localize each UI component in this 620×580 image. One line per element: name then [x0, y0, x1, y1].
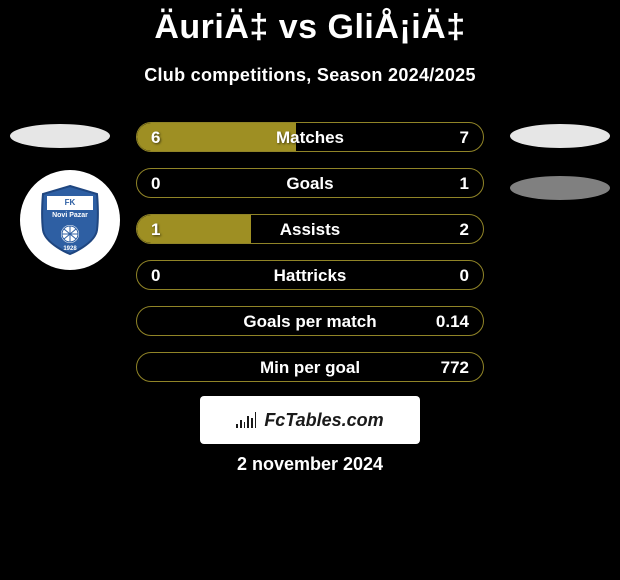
- stat-row: Goals per match0.14: [136, 306, 484, 336]
- stat-value-right: 2: [460, 215, 469, 244]
- stat-label: Assists: [137, 215, 483, 244]
- date-text: 2 november 2024: [0, 454, 620, 475]
- bars-icon: [236, 412, 258, 428]
- stat-label: Min per goal: [137, 353, 483, 382]
- badge-year: 1928: [63, 246, 77, 252]
- stat-row: 1Assists2: [136, 214, 484, 244]
- stat-row: 0Goals1: [136, 168, 484, 198]
- subtitle: Club competitions, Season 2024/2025: [0, 65, 620, 86]
- stat-label: Hattricks: [137, 261, 483, 290]
- footer-label: FcTables.com: [264, 410, 383, 431]
- footer-logo: FcTables.com: [200, 396, 420, 444]
- bar-icon-segment: [251, 418, 253, 428]
- bar-icon-segment: [244, 422, 246, 428]
- stat-value-right: 0: [460, 261, 469, 290]
- badge-text-top: FK: [65, 198, 76, 207]
- ellipse-mid-right: [510, 176, 610, 200]
- team-badge: FK Novi Pazar 1928: [20, 170, 120, 270]
- page-title: ÄuriÄ‡ vs GliÅ¡iÄ‡: [0, 0, 620, 47]
- stat-row: 0Hattricks0: [136, 260, 484, 290]
- stat-label: Goals: [137, 169, 483, 198]
- stat-value-right: 1: [460, 169, 469, 198]
- stat-value-right: 772: [441, 353, 469, 382]
- stat-row: 6Matches7: [136, 122, 484, 152]
- bar-icon-segment: [255, 412, 257, 428]
- stat-value-right: 0.14: [436, 307, 469, 336]
- stat-row: Min per goal772: [136, 352, 484, 382]
- infographic-container: ÄuriÄ‡ vs GliÅ¡iÄ‡ Club competitions, Se…: [0, 0, 620, 580]
- stat-label: Goals per match: [137, 307, 483, 336]
- badge-text-bottom: Novi Pazar: [52, 212, 88, 219]
- shield-icon: FK Novi Pazar 1928: [39, 184, 101, 256]
- bar-icon-segment: [240, 420, 242, 428]
- ellipse-top-right: [510, 124, 610, 148]
- bar-icon-segment: [247, 416, 249, 428]
- stat-label: Matches: [137, 123, 483, 152]
- bar-icon-segment: [236, 424, 238, 428]
- stat-value-right: 7: [460, 123, 469, 152]
- ellipse-top-left: [10, 124, 110, 148]
- stats-list: 6Matches70Goals11Assists20Hattricks0Goal…: [136, 122, 484, 398]
